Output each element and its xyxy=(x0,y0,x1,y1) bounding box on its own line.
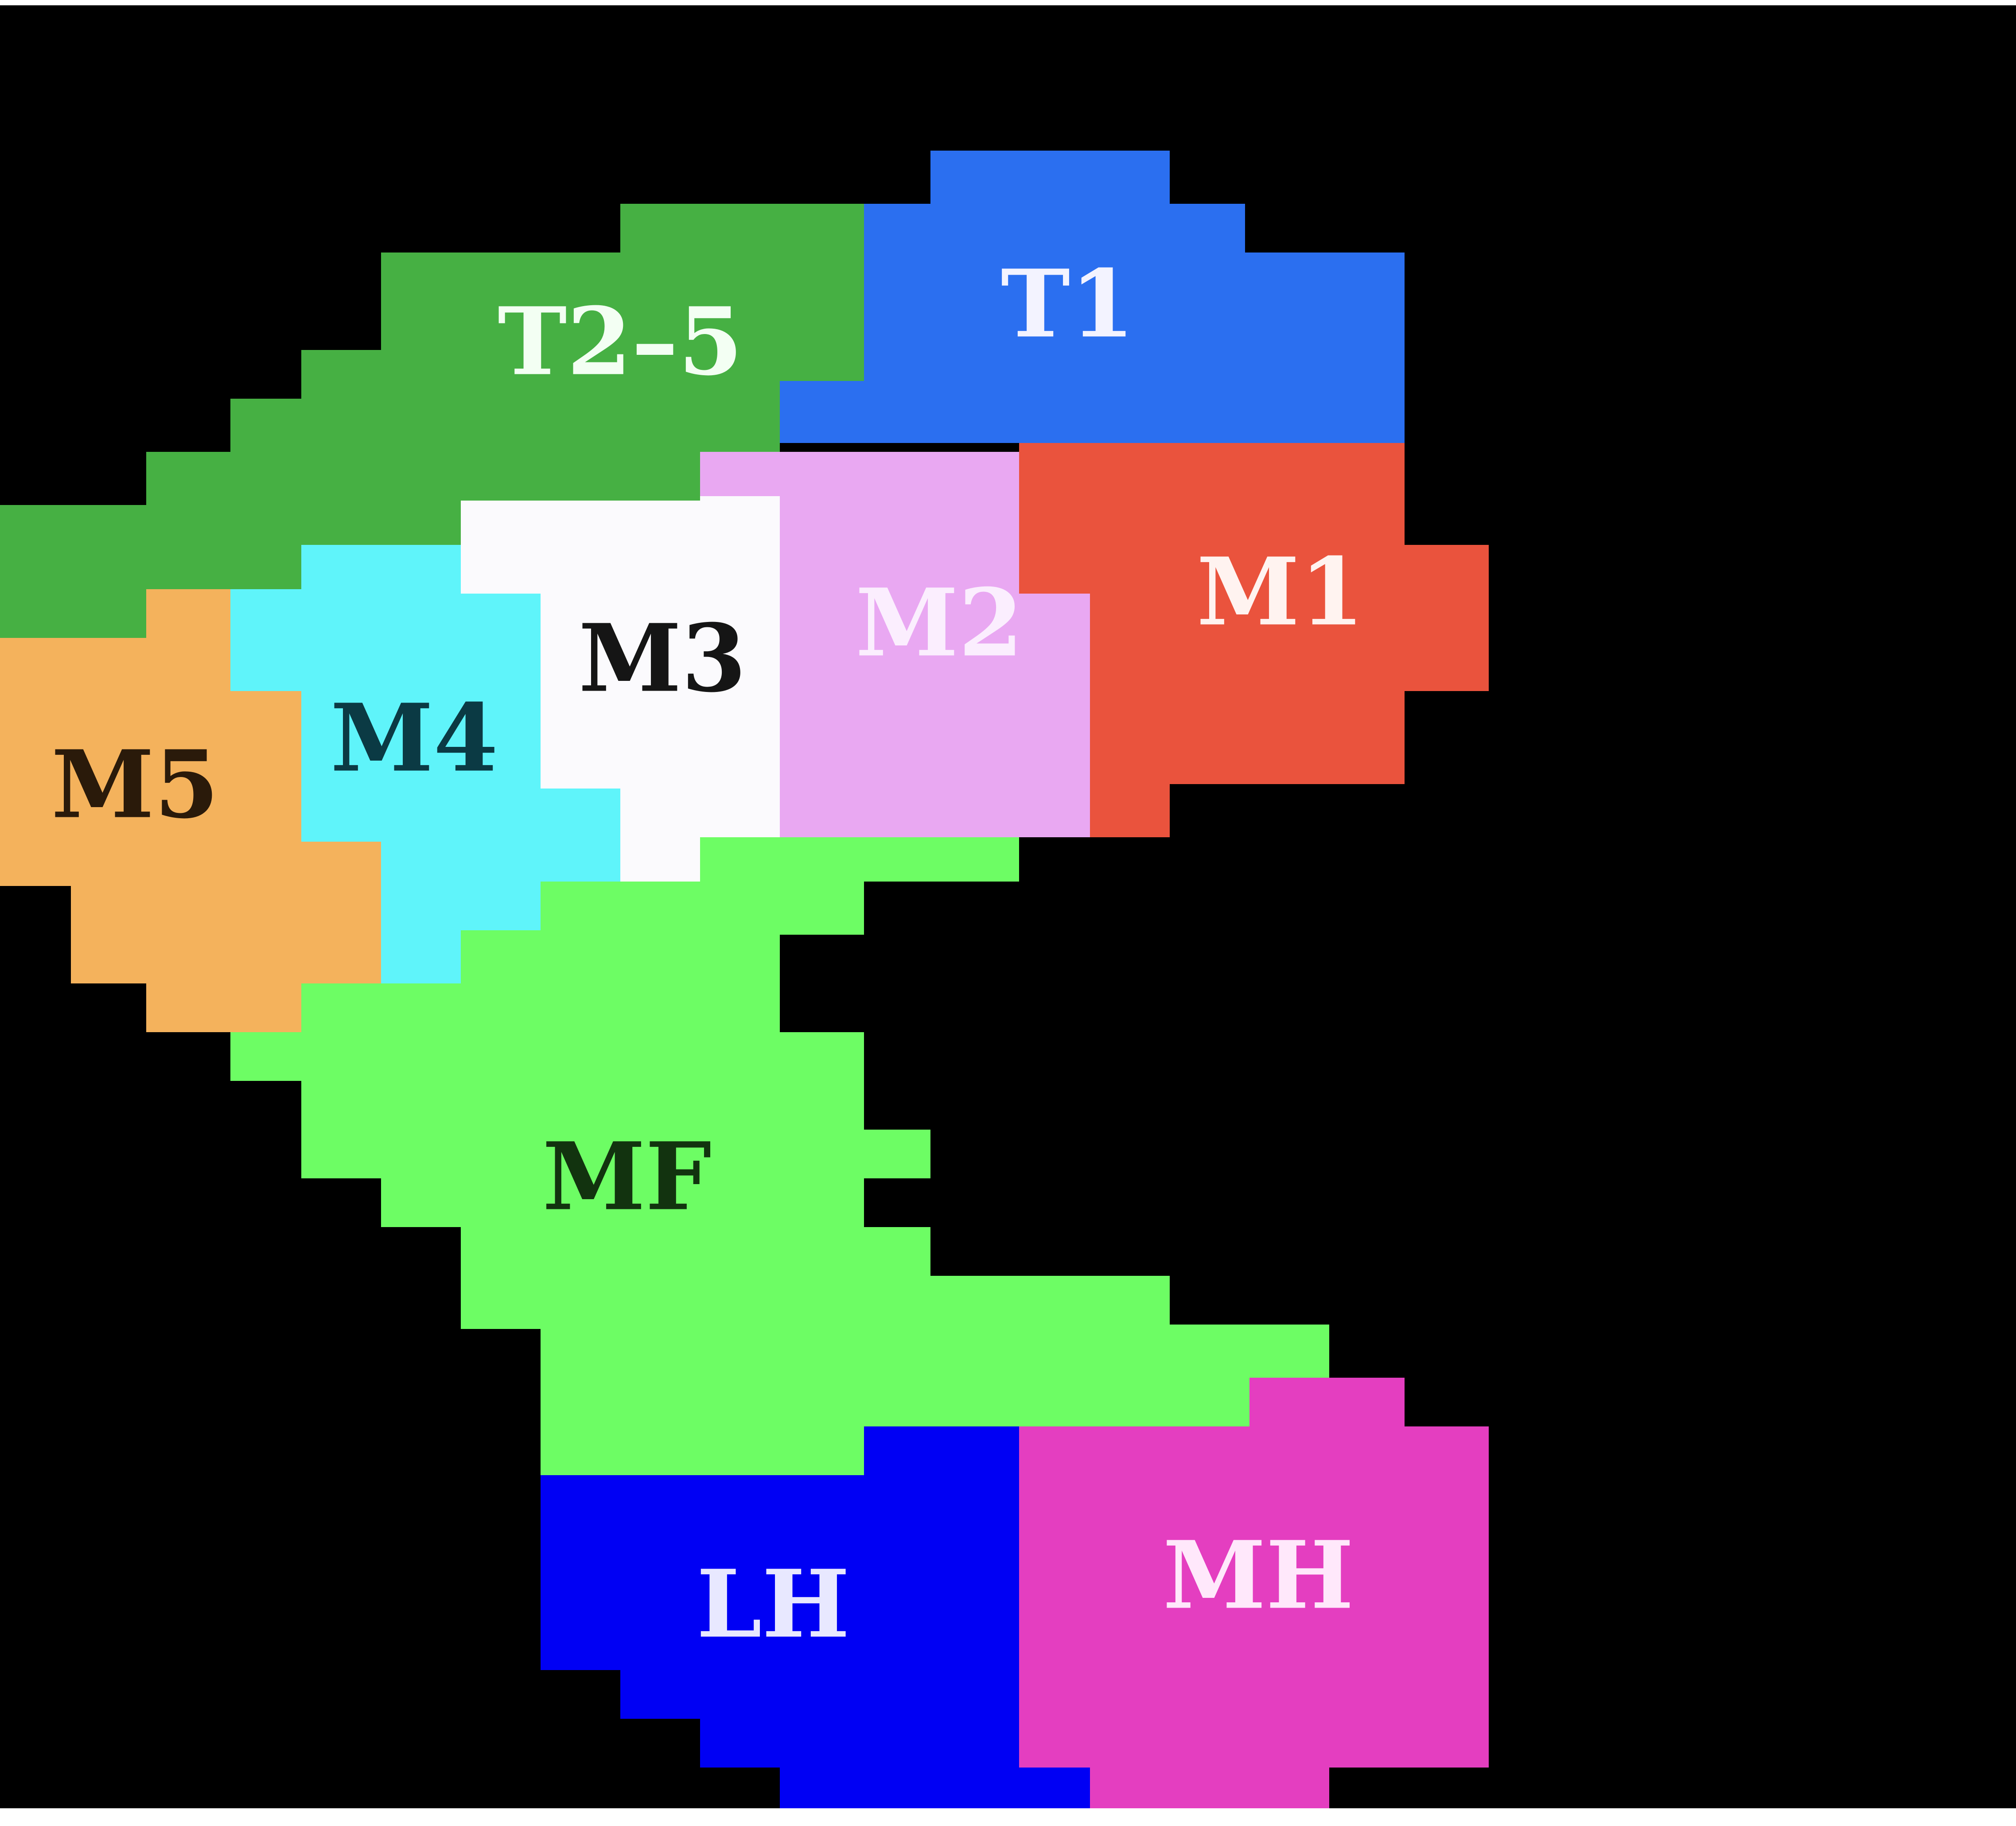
region-M1 xyxy=(1019,443,1489,837)
region-LH xyxy=(541,1426,1090,1808)
label-T1: T1 xyxy=(1001,249,1135,359)
label-M4: M4 xyxy=(331,684,498,793)
label-MF: MF xyxy=(542,1122,712,1232)
label-LH: LH xyxy=(697,1550,850,1659)
label-MH: MH xyxy=(1163,1521,1354,1630)
region-MH xyxy=(1019,1378,1489,1808)
region-T2-5 xyxy=(0,204,864,638)
label-T2-5: T2–5 xyxy=(498,287,743,396)
label-M2: M2 xyxy=(856,568,1024,678)
region-M2 xyxy=(700,452,1090,837)
region-M4 xyxy=(230,545,620,983)
label-M5: M5 xyxy=(51,730,219,839)
label-M1: M1 xyxy=(1197,537,1365,647)
region-M5 xyxy=(0,589,381,1032)
region-T1 xyxy=(780,151,1405,443)
region-MF xyxy=(230,837,1329,1475)
label-M3: M3 xyxy=(579,604,747,713)
